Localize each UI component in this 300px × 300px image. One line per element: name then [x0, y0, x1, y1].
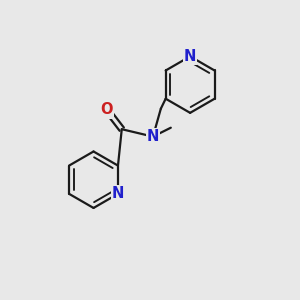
- Text: N: N: [147, 129, 159, 144]
- Text: N: N: [184, 49, 196, 64]
- Text: O: O: [101, 102, 113, 117]
- Text: N: N: [112, 186, 124, 201]
